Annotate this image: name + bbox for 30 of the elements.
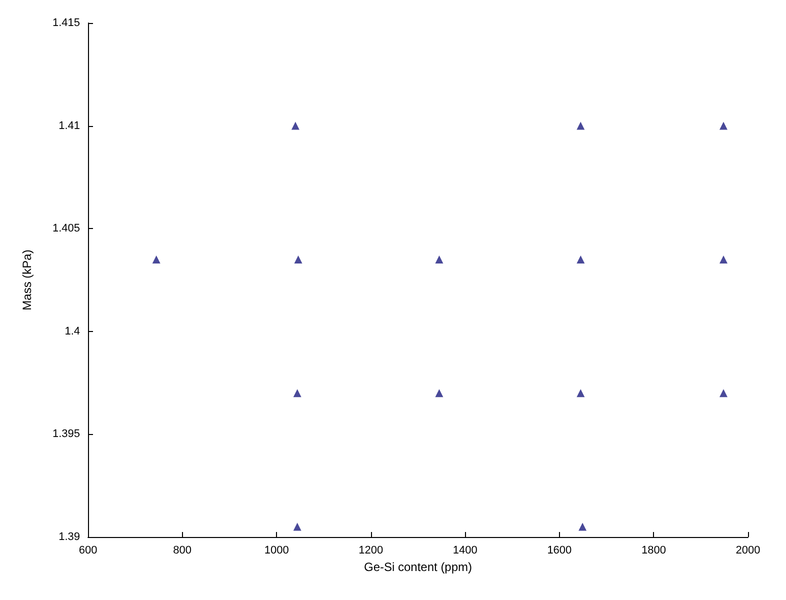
x-tick-label: 1800 [641,544,666,556]
y-axis-title: Mass (kPa) [20,250,34,310]
x-tick-label: 1400 [452,544,478,556]
y-tick-label: 1.41 [58,120,80,132]
point [576,389,585,398]
y-tick-label: 1.4 [64,325,80,338]
x-tick-label: 1000 [264,544,289,556]
y-tick-label: 1.405 [52,222,80,235]
point [152,255,160,264]
point [293,522,302,531]
point [435,255,444,264]
y-tick-label: 1.39 [58,531,80,543]
point [719,122,728,130]
point [435,389,444,398]
x-tick-label: 1200 [358,544,384,556]
x-tick-label: 800 [173,544,192,556]
point [576,255,585,264]
point [293,389,302,398]
point [719,255,728,264]
point [294,255,302,264]
point [719,389,728,398]
y-tick-label: 1.395 [52,428,80,440]
x-tick-label: 2000 [736,544,760,556]
point [576,122,585,130]
point [578,522,587,531]
x-tick-label: 600 [78,544,98,556]
x-axis-title: Ge-Si content (ppm) [364,560,472,574]
x-tick-label: 1600 [547,544,572,556]
point [291,122,300,130]
y-tick-label: 1.415 [52,17,80,29]
